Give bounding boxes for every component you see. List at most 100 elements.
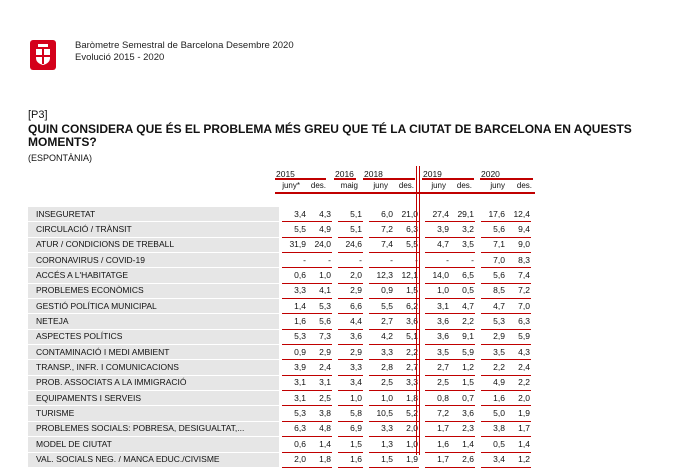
cell-value: 3,8 [481, 421, 506, 438]
row-label: ACCÉS A L'HABITATGE [28, 267, 279, 284]
cell-value: 3,4 [338, 375, 363, 392]
cell-value: 6,2 [394, 298, 419, 315]
col-header: juny [431, 181, 446, 190]
cell-value: - [307, 252, 332, 269]
cell-value: 3,9 [282, 359, 307, 376]
cell-value: 2,5 [369, 375, 394, 392]
cell-value: 2,4 [307, 359, 332, 376]
cell-value: 3,1 [425, 298, 450, 315]
table-row: PROBLEMES SOCIALS: POBRESA, DESIGUALTAT,… [28, 421, 531, 438]
cell-value: 2,2 [450, 313, 475, 330]
cell-value: - [282, 252, 307, 269]
cell-value: 3,3 [338, 359, 363, 376]
cell-value: 14,0 [425, 267, 450, 284]
row-label: PROBLEMES SOCIALS: POBRESA, DESIGUALTAT,… [28, 421, 279, 438]
cell-value: 2,5 [307, 390, 332, 407]
cell-value: 1,5 [394, 283, 419, 300]
row-label: VAL. SOCIALS NEG. / MANCA EDUC./CIVISME [28, 452, 279, 468]
year-underline-2015 [275, 178, 326, 180]
cell-value: 1,6 [425, 436, 450, 453]
cell-value: 2,2 [394, 344, 419, 361]
header-underline [275, 192, 535, 194]
cell-value: 9,0 [506, 237, 531, 254]
cell-value: 8,3 [506, 252, 531, 269]
cell-value: 3,1 [307, 375, 332, 392]
cell-value: 2,7 [425, 359, 450, 376]
table-row: ACCÉS A L'HABITATGE 0,6 1,0 2,0 12,3 12,1 14,0… [28, 267, 531, 284]
cell-value: 5,9 [506, 329, 531, 346]
cell-value: 1,7 [425, 421, 450, 438]
cell-value: 5,1 [338, 207, 363, 223]
cell-value: 2,9 [307, 344, 332, 361]
col-header: des. [310, 181, 326, 190]
table-row: ATUR / CONDICIONS DE TREBALL 31,9 24,0 24,6… [28, 237, 531, 254]
barcelona-logo-icon [30, 40, 56, 70]
report-header: Baròmetre Semestral de Barcelona Desembr… [75, 40, 294, 64]
cell-value: 5,3 [282, 329, 307, 346]
year-underline-2016 [334, 178, 356, 180]
cell-value: 17,6 [481, 207, 506, 223]
cell-value: 2,0 [338, 267, 363, 284]
cell-value: 7,2 [425, 405, 450, 422]
cell-value: 0,6 [282, 267, 307, 284]
cell-value: 3,6 [425, 313, 450, 330]
row-label: TRANSP., INFR. I COMUNICACIONS [28, 359, 279, 376]
col-header: juny* [282, 181, 300, 190]
cell-value: 1,0 [369, 390, 394, 407]
cell-value: 3,8 [307, 405, 332, 422]
cell-value: 2,9 [481, 329, 506, 346]
table-row: INSEGURETAT 3,4 4,3 5,1 6,0 21,0 27,4 29,1 17,6 1… [28, 207, 531, 223]
cell-value: 4,4 [338, 313, 363, 330]
cell-value: 7,4 [369, 237, 394, 254]
year-underline-2018 [363, 178, 415, 180]
cell-value: 7,2 [506, 283, 531, 300]
row-label: ASPECTES POLÍTICS [28, 329, 279, 346]
cell-value: 7,1 [481, 237, 506, 254]
cell-value: 5,6 [481, 221, 506, 238]
cell-value: 2,2 [481, 359, 506, 376]
table-row: CORONAVIRUS / COVID-19-------7,08,3 [28, 252, 531, 269]
cell-value: 5,8 [338, 405, 363, 422]
cell-value: 1,4 [282, 298, 307, 315]
cell-value: 12,1 [394, 267, 419, 284]
cell-value: 1,0 [338, 390, 363, 407]
cell-value: 5,3 [481, 313, 506, 330]
cell-value: 3,3 [282, 283, 307, 300]
row-label: PROBLEMES ECONÒMICS [28, 283, 279, 300]
cell-value: 3,1 [282, 375, 307, 392]
cell-value: 1,6 [282, 313, 307, 330]
cell-value: 27,4 [425, 207, 450, 223]
cell-value: 21,0 [394, 207, 419, 223]
cell-value: 4,3 [307, 207, 332, 223]
cell-value: 1,4 [307, 436, 332, 453]
cell-value: 9,4 [506, 221, 531, 238]
cell-value: 2,7 [394, 359, 419, 376]
cell-value: 4,8 [307, 421, 332, 438]
col-header: des. [516, 181, 532, 190]
cell-value: 2,0 [282, 452, 307, 468]
table-row: NETEJA 1,6 5,6 4,4 2,7 3,6 3,6 2,2 5,3 6,3 [28, 313, 531, 330]
cell-value: 3,3 [369, 344, 394, 361]
year-underline-2020 [480, 178, 533, 180]
cell-value: 24,6 [338, 237, 363, 254]
cell-value: 7,3 [307, 329, 332, 346]
cell-value: 7,0 [481, 252, 506, 269]
row-label: TURISME [28, 405, 279, 422]
cell-value: 4,7 [481, 298, 506, 315]
cell-value: 4,7 [450, 298, 475, 315]
report-subtitle: Evolució 2015 - 2020 [75, 52, 165, 63]
cell-value: 3,5 [450, 237, 475, 254]
col-header: des. [456, 181, 472, 190]
cell-value: 3,1 [282, 390, 307, 407]
table-row: PROBLEMES ECONÒMICS 3,3 4,1 2,9 0,9 1,5 1,0 0,5… [28, 283, 531, 300]
cell-value: 31,9 [282, 237, 307, 254]
cell-value: 6,0 [369, 207, 394, 223]
row-label: GESTIÓ POLÍTICA MUNICIPAL [28, 298, 279, 315]
cell-value: 5,1 [394, 329, 419, 346]
question-code: [P3] [28, 109, 48, 121]
cell-value: 6,3 [394, 221, 419, 238]
cell-value: 5,2 [394, 405, 419, 422]
cell-value: 3,9 [425, 221, 450, 238]
col-header: des. [398, 181, 414, 190]
cell-value: 3,4 [282, 207, 307, 223]
